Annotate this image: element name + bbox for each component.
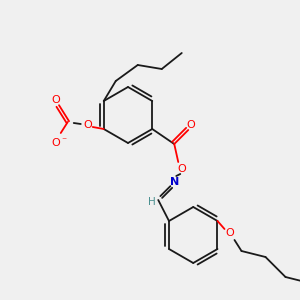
Text: O: O (51, 95, 60, 105)
Text: O: O (83, 120, 92, 130)
Text: O: O (187, 120, 196, 130)
Text: H: H (148, 197, 156, 207)
Text: ⁻: ⁻ (61, 136, 66, 146)
Text: N: N (169, 177, 179, 187)
Text: O: O (225, 228, 234, 238)
Text: O: O (51, 138, 60, 148)
Text: O: O (178, 164, 187, 174)
